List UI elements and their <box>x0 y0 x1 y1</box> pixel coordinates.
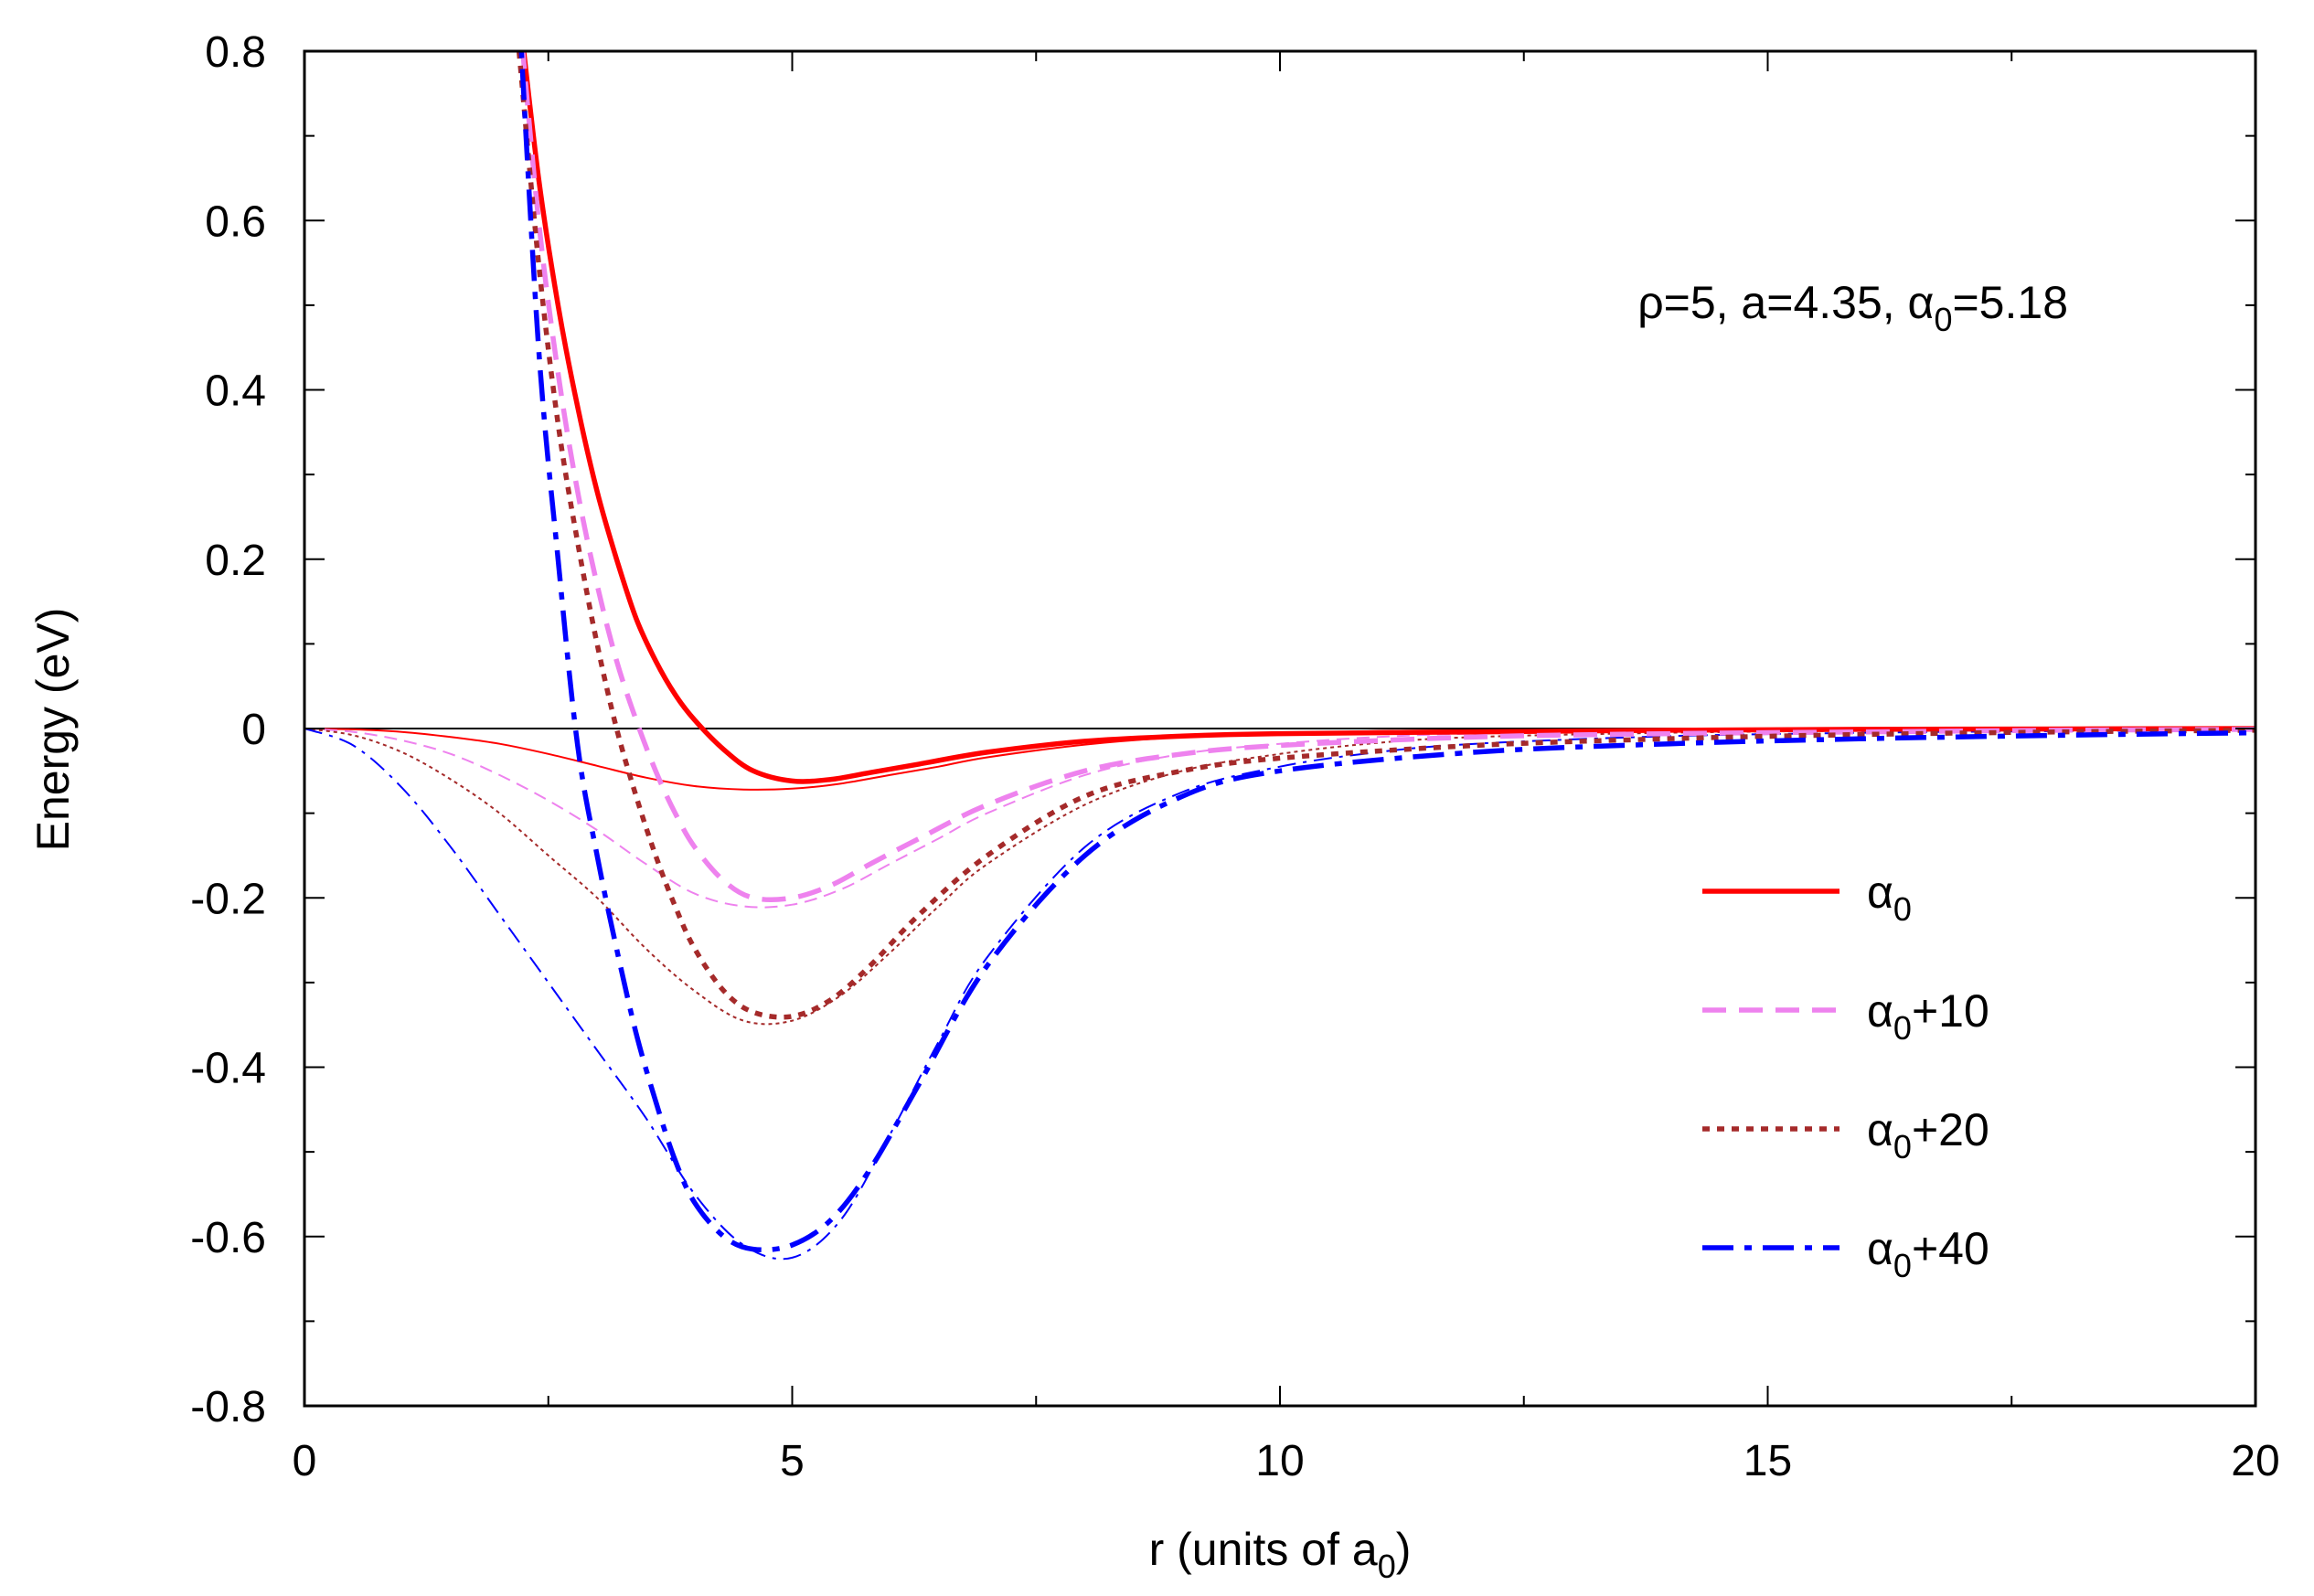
x-axis-title: r (units of a0) <box>1149 1524 1412 1585</box>
y-tick-label: -0.6 <box>190 1214 266 1262</box>
y-tick-label: 0 <box>241 706 266 754</box>
legend-label-tail: +40 <box>1912 1223 1989 1274</box>
annotation-tail: =5.18 <box>1952 277 2068 328</box>
x-tick-label: 0 <box>293 1437 317 1485</box>
y-tick-label: -0.4 <box>190 1045 266 1093</box>
series-line-6 <box>304 728 2255 1026</box>
legend-label-0: α0 <box>1867 867 1912 928</box>
parameter-annotation: ρ=5, a=4.35, α0=5.18 <box>1637 277 2068 338</box>
legend-label-1: α0+10 <box>1867 985 1989 1047</box>
legend-label-main: α <box>1867 985 1893 1037</box>
legend-label-sub: 0 <box>1893 890 1912 928</box>
legend-label-main: α <box>1867 867 1893 918</box>
x-tick-label: 15 <box>1743 1437 1792 1485</box>
legend-label-2: α0+20 <box>1867 1104 1989 1165</box>
legend-label-main: α <box>1867 1104 1893 1155</box>
x-axis-title-main: r (units of a <box>1149 1524 1378 1575</box>
x-axis-title-tail: ) <box>1396 1524 1412 1575</box>
y-tick-label: -0.2 <box>190 875 266 923</box>
x-tick-label: 10 <box>1255 1437 1304 1485</box>
axis-ticks: 0 5 10 15 20 0.8 0.6 0.4 0.2 0 -0.2 -0.4 -0.6 -0.8 <box>190 28 2279 1485</box>
legend-label-sub: 0 <box>1893 1247 1912 1284</box>
legend-label-3: α0+40 <box>1867 1223 1989 1284</box>
series-line-0 <box>521 51 2255 784</box>
y-axis-title: Energy (eV) <box>27 608 79 852</box>
y-tick-label: 0.2 <box>205 537 266 585</box>
legend-label-tail: +10 <box>1912 985 1989 1037</box>
series-line-1 <box>520 51 2255 903</box>
series-line-3 <box>518 51 2255 1253</box>
legend-label-main: α <box>1867 1223 1893 1274</box>
legend-label-tail: +20 <box>1912 1104 1989 1155</box>
legend-label-sub: 0 <box>1893 1009 1912 1047</box>
x-tick-label: 5 <box>780 1437 805 1485</box>
series-line-2 <box>516 51 2255 1020</box>
legend-label-sub: 0 <box>1893 1128 1912 1165</box>
series-group <box>304 51 2255 1261</box>
x-axis-title-sub: 0 <box>1378 1548 1396 1585</box>
annotation-main: ρ=5, a=4.35, α <box>1637 277 1934 328</box>
y-tick-label: -0.8 <box>190 1383 266 1431</box>
x-tick-label: 20 <box>2231 1437 2279 1485</box>
annotation-sub: 0 <box>1934 301 1952 338</box>
y-tick-label: 0.6 <box>205 197 266 246</box>
y-tick-label: 0.8 <box>205 28 266 77</box>
y-tick-label: 0.4 <box>205 367 266 416</box>
